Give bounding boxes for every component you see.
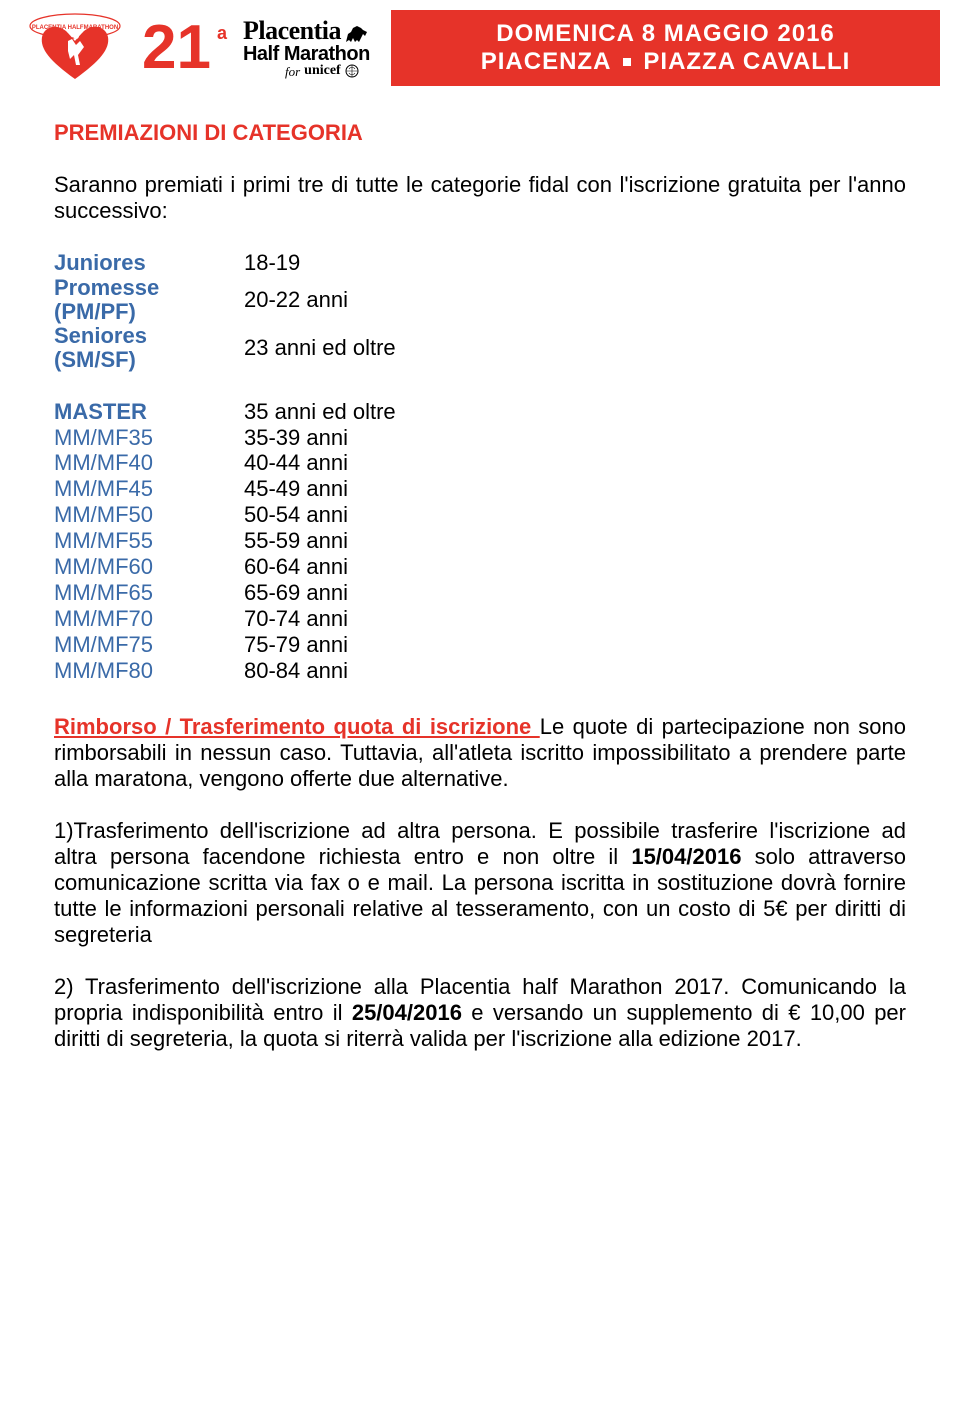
table-row: MM/MF4545-49 anni bbox=[54, 476, 906, 502]
table-row: MM/MF7575-79 anni bbox=[54, 632, 906, 658]
master-label: MM/MF45 bbox=[54, 476, 244, 502]
category-value: 20-22 anni bbox=[244, 287, 348, 313]
table-row: MM/MF6060-64 anni bbox=[54, 554, 906, 580]
refund-heading: Rimborso / Trasferimento quota di iscriz… bbox=[54, 714, 540, 739]
master-label: MM/MF80 bbox=[54, 658, 244, 684]
master-value: 75-79 anni bbox=[244, 632, 348, 658]
category-label: Juniores bbox=[54, 250, 244, 276]
table-row: MM/MF6565-69 anni bbox=[54, 580, 906, 606]
alternative-2-paragraph: 2) Trasferimento dell'iscrizione alla Pl… bbox=[54, 974, 906, 1052]
master-label: MM/MF65 bbox=[54, 580, 244, 606]
event-for-unicef: for unicef bbox=[243, 64, 371, 78]
youth-categories-table: Juniores 18-19 Promesse(PM/PF) 20-22 ann… bbox=[54, 250, 906, 373]
table-row: MM/MF4040-44 anni bbox=[54, 450, 906, 476]
banner-place: PIAZZA CAVALLI bbox=[643, 48, 850, 76]
master-value: 55-59 anni bbox=[244, 528, 348, 554]
master-value: 45-49 anni bbox=[244, 476, 348, 502]
master-value: 80-84 anni bbox=[244, 658, 348, 684]
master-value: 65-69 anni bbox=[244, 580, 348, 606]
table-row: MM/MF5555-59 anni bbox=[54, 528, 906, 554]
category-label: Promesse(PM/PF) bbox=[54, 276, 244, 324]
event-title-logo: Placentia Half Marathon for unicef bbox=[243, 18, 371, 78]
master-value: 35-39 anni bbox=[244, 425, 348, 451]
svg-text:PLACENTIA HALFMARATHON: PLACENTIA HALFMARATHON bbox=[32, 25, 118, 31]
master-label: MASTER bbox=[54, 399, 244, 425]
master-value: 70-74 anni bbox=[244, 606, 348, 632]
separator-square-icon bbox=[623, 58, 631, 66]
event-badge-logo: PLACENTIA HALFMARATHON bbox=[20, 11, 130, 86]
table-row: MM/MF5050-54 anni bbox=[54, 502, 906, 528]
horse-silhouette-icon bbox=[343, 22, 371, 44]
event-name-placentia: Placentia bbox=[243, 18, 341, 44]
master-value: 40-44 anni bbox=[244, 450, 348, 476]
table-row: Seniores(SM/SF) 23 anni ed oltre bbox=[54, 324, 906, 372]
unicef-label: unicef bbox=[304, 64, 341, 78]
master-label: MM/MF60 bbox=[54, 554, 244, 580]
heart-runner-icon: PLACENTIA HALFMARATHON bbox=[20, 11, 130, 86]
master-label: MM/MF50 bbox=[54, 502, 244, 528]
category-value: 23 anni ed oltre bbox=[244, 335, 396, 361]
alternative-1-paragraph: 1)Trasferimento dell'iscrizione ad altra… bbox=[54, 818, 906, 948]
table-row: Juniores 18-19 bbox=[54, 250, 906, 276]
edition-ordinal: a bbox=[217, 23, 227, 44]
intro-paragraph: Saranno premiati i primi tre di tutte le… bbox=[54, 172, 906, 224]
master-value: 35 anni ed oltre bbox=[244, 399, 396, 425]
master-categories-table: MASTER35 anni ed oltre MM/MF3535-39 anni… bbox=[54, 399, 906, 684]
table-row: Promesse(PM/PF) 20-22 anni bbox=[54, 276, 906, 324]
document-content: PREMIAZIONI DI CATEGORIA Saranno premiat… bbox=[0, 104, 960, 1118]
event-name-line1: Placentia bbox=[243, 18, 371, 44]
table-row: MM/MF3535-39 anni bbox=[54, 425, 906, 451]
master-label: MM/MF75 bbox=[54, 632, 244, 658]
master-value: 60-64 anni bbox=[244, 554, 348, 580]
unicef-globe-icon bbox=[345, 64, 359, 78]
table-row: MASTER35 anni ed oltre bbox=[54, 399, 906, 425]
para2-date: 25/04/2016 bbox=[352, 1000, 462, 1025]
edition-number: 21 bbox=[142, 17, 211, 79]
category-value: 18-19 bbox=[244, 250, 300, 276]
refund-paragraph: Rimborso / Trasferimento quota di iscriz… bbox=[54, 714, 906, 792]
edition-number-block: 21 a bbox=[142, 17, 227, 79]
master-label: MM/MF70 bbox=[54, 606, 244, 632]
master-label: MM/MF55 bbox=[54, 528, 244, 554]
master-label: MM/MF35 bbox=[54, 425, 244, 451]
para1-date: 15/04/2016 bbox=[631, 844, 741, 869]
banner-date: DOMENICA 8 MAGGIO 2016 bbox=[409, 20, 922, 48]
banner-location: PIACENZA PIAZZA CAVALLI bbox=[409, 48, 922, 76]
for-label: for bbox=[285, 65, 300, 78]
event-name-line2: Half Marathon bbox=[243, 44, 371, 64]
category-label: Seniores(SM/SF) bbox=[54, 324, 244, 372]
table-row: MM/MF7070-74 anni bbox=[54, 606, 906, 632]
page-header: PLACENTIA HALFMARATHON 21 a Placentia Ha… bbox=[0, 0, 960, 104]
table-row: MM/MF8080-84 anni bbox=[54, 658, 906, 684]
master-label: MM/MF40 bbox=[54, 450, 244, 476]
section-title: PREMIAZIONI DI CATEGORIA bbox=[54, 120, 906, 146]
master-value: 50-54 anni bbox=[244, 502, 348, 528]
event-date-banner: DOMENICA 8 MAGGIO 2016 PIACENZA PIAZZA C… bbox=[391, 10, 940, 86]
banner-city: PIACENZA bbox=[481, 48, 612, 76]
